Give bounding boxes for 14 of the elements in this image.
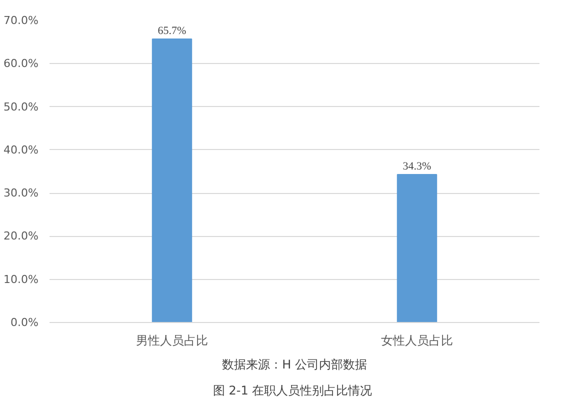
y-tick-label: 70.0% <box>4 14 39 27</box>
source-note: 数据来源：H 公司内部数据 <box>222 358 367 372</box>
y-tick-label: 10.0% <box>4 272 39 286</box>
y-tick-label: 20.0% <box>4 230 39 243</box>
data-label: 65.7% <box>158 25 186 38</box>
x-tick-label: 男性人员占比 <box>136 334 208 348</box>
caption: 图 2-1 在职人员性别占比情况 <box>212 384 372 398</box>
x-tick-label: 女性人员占比 <box>381 334 453 348</box>
y-tick-label: 30.0% <box>4 186 39 200</box>
y-tick-label: 40.0% <box>4 143 39 156</box>
y-tick-label: 50.0% <box>4 100 39 114</box>
y-tick-label: 0.0% <box>10 316 39 329</box>
y-tick-label: 60.0% <box>4 57 39 70</box>
data-label: 34.3% <box>402 160 432 173</box>
